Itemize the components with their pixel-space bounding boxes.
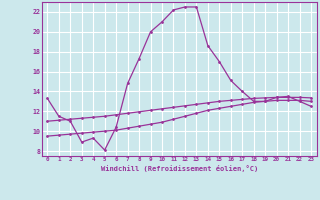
X-axis label: Windchill (Refroidissement éolien,°C): Windchill (Refroidissement éolien,°C) [100,165,258,172]
